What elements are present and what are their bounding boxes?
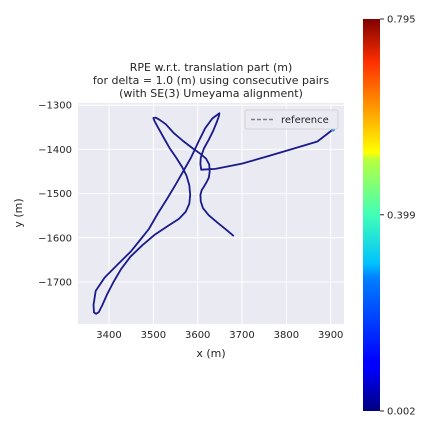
y-tick-label: −1300 [38, 101, 72, 112]
colorbar: 0.002 0.399 0.795 [363, 15, 416, 418]
x-tick-label: 3700 [229, 330, 254, 341]
y-tick-label: −1500 [38, 189, 72, 200]
chart-title: RPE w.r.t. translation part (m) for delt… [93, 61, 329, 100]
x-tick-label: 3500 [141, 330, 166, 341]
plot-area [78, 103, 344, 324]
y-tick-labels: −1300 −1400 −1500 −1600 −1700 [38, 101, 72, 289]
x-tick-label: 3600 [185, 330, 210, 341]
x-tick-labels: 3400 3500 3600 3700 3800 3900 [96, 330, 343, 341]
x-tick-label: 3900 [318, 330, 343, 341]
grid-lines [78, 103, 344, 324]
legend: reference [244, 109, 339, 130]
title-line-2: for delta = 1.0 (m) using consecutive pa… [93, 74, 329, 87]
title-line-3: (with SE(3) Umeyama alignment) [119, 87, 303, 100]
colorbar-tick-label: 0.399 [387, 210, 416, 221]
y-tick-label: −1400 [38, 145, 72, 156]
colorbar-tick-label: 0.002 [387, 407, 416, 418]
title-line-1: RPE w.r.t. translation part (m) [130, 61, 293, 74]
legend-box [244, 109, 339, 130]
x-axis-label: x (m) [196, 347, 225, 360]
x-tick-label: 3400 [96, 330, 121, 341]
colorbar-tick-label: 0.795 [387, 15, 416, 26]
y-tick-label: −1600 [38, 233, 72, 244]
y-tick-label: −1700 [38, 278, 72, 289]
legend-reference-label: reference [281, 115, 329, 126]
colorbar-gradient [363, 19, 380, 411]
x-tick-label: 3800 [274, 330, 299, 341]
y-axis-label: y (m) [12, 198, 25, 227]
trajectory-line [92, 112, 334, 315]
colorbar-ticks: 0.002 0.399 0.795 [380, 15, 416, 418]
